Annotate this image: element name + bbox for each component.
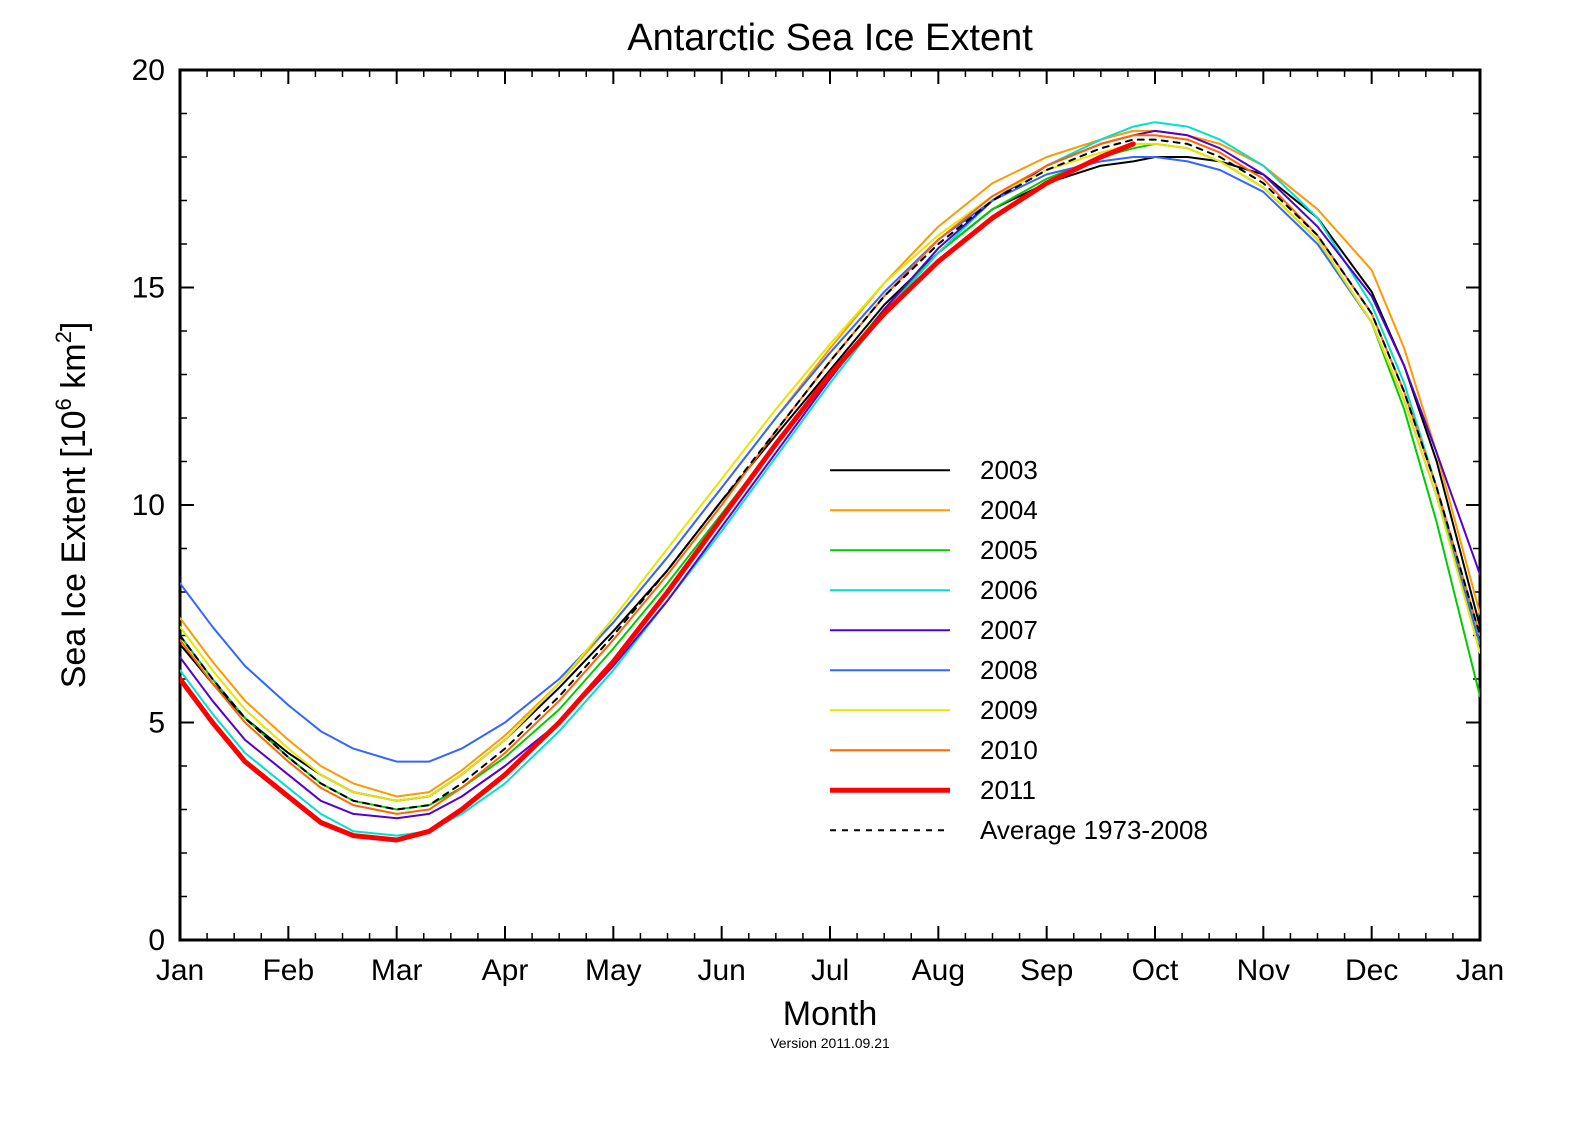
series-average-1973-2008 — [180, 140, 1480, 810]
legend-label: 2011 — [980, 775, 1036, 805]
legend-label: 2006 — [980, 575, 1038, 605]
legend-label: 2003 — [980, 455, 1038, 485]
legend-label: 2005 — [980, 535, 1038, 565]
chart-container: Antarctic Sea Ice Extent Jan Feb Mar Apr May J… — [0, 0, 1575, 1125]
series-2010 — [180, 135, 1480, 814]
x-tick-label: May — [585, 954, 642, 987]
x-tick-label: Apr — [482, 954, 529, 987]
x-tick-label: Sep — [1020, 954, 1073, 987]
x-tick-label: Jun — [697, 954, 745, 987]
x-tick-label: Nov — [1237, 954, 1290, 987]
series-2009 — [180, 144, 1480, 801]
x-tick-label: Mar — [371, 954, 423, 987]
series-2006 — [180, 122, 1480, 835]
legend-label: 2004 — [980, 495, 1038, 525]
y-tick-label: 5 — [148, 707, 165, 740]
legend-label: 2009 — [980, 695, 1038, 725]
series-2007 — [180, 131, 1480, 818]
x-tick-label: Jan — [1456, 954, 1504, 987]
x-axis-label: Month — [783, 995, 878, 1033]
x-tick-label: Dec — [1345, 954, 1398, 987]
chart-svg: Antarctic Sea Ice Extent Jan Feb Mar Apr May J… — [0, 0, 1575, 1125]
x-tick-label: Jan — [156, 954, 204, 987]
x-tick-label: Feb — [262, 954, 314, 987]
legend-label: 2007 — [980, 615, 1038, 645]
legend-label: 2008 — [980, 655, 1038, 685]
legend-label: Average 1973-2008 — [980, 815, 1208, 845]
version-text: Version 2011.09.21 — [770, 1035, 890, 1051]
chart-title: Antarctic Sea Ice Extent — [627, 17, 1033, 59]
x-tick-label: Jul — [811, 954, 849, 987]
series-2003 — [180, 157, 1480, 801]
legend-label: 2010 — [980, 735, 1038, 765]
x-tick-label: Aug — [912, 954, 965, 987]
series-2004 — [180, 131, 1480, 797]
y-tick-label: 15 — [132, 272, 165, 305]
x-tick-label: Oct — [1132, 954, 1179, 987]
y-axis-label: Sea Ice Extent [106 km2] — [51, 322, 93, 689]
y-tick-label: 0 — [148, 924, 165, 957]
y-tick-label: 10 — [132, 489, 165, 522]
y-tick-label: 20 — [132, 54, 165, 87]
